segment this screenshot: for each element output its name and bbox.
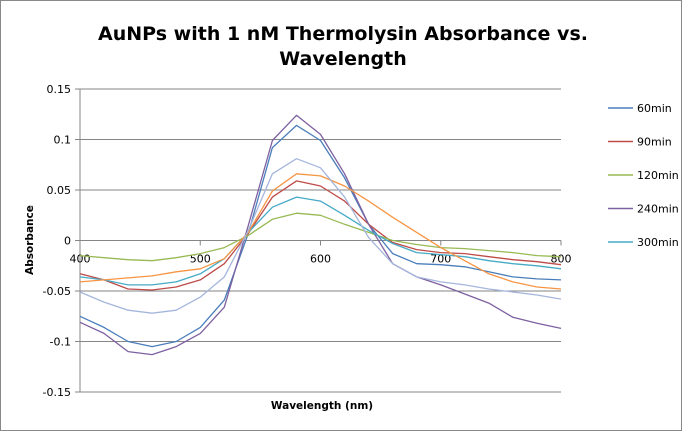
y-tick-label: 0.05 bbox=[47, 184, 72, 197]
y-tick-label: -0.15 bbox=[43, 386, 71, 399]
series-line-120min bbox=[79, 212, 562, 262]
y-tick-label: 0.1 bbox=[54, 134, 72, 147]
series-line-300min bbox=[79, 196, 562, 286]
y-axis-label: Absorbance bbox=[24, 205, 36, 275]
series-line-240min bbox=[79, 114, 562, 356]
y-tick-label: -0.05 bbox=[43, 285, 71, 298]
legend-label: 240min bbox=[637, 203, 679, 216]
chart-title-line-2: Wavelength bbox=[279, 48, 407, 70]
x-tick-label: 400 bbox=[70, 253, 91, 266]
y-tick-label: 0 bbox=[64, 235, 71, 248]
gridlines bbox=[75, 88, 562, 393]
legend-label: 60min bbox=[637, 102, 672, 115]
series-line-unlabeled-5 bbox=[79, 173, 562, 290]
y-tick-label: 0.15 bbox=[47, 83, 72, 96]
y-tick-labels: 0.15 0.1 0.05 0 -0.05 -0.1 -0.15 bbox=[43, 83, 71, 399]
legend-label: 90min bbox=[637, 136, 672, 149]
x-axis-label: Wavelength (nm) bbox=[271, 400, 373, 412]
x-tick-label: 500 bbox=[190, 253, 211, 266]
y-tick-label: -0.1 bbox=[50, 336, 71, 349]
x-tick-label: 800 bbox=[551, 253, 572, 266]
series-line-unlabeled-6 bbox=[79, 158, 562, 314]
legend-label: 120min bbox=[637, 169, 679, 182]
x-tick-label: 600 bbox=[310, 253, 331, 266]
series-lines bbox=[79, 114, 562, 356]
series-line-90min bbox=[79, 180, 562, 291]
legend: 60min 90min 120min 240min 300min bbox=[608, 102, 679, 249]
legend-label: 300min bbox=[637, 236, 679, 249]
x-tick-label: 700 bbox=[430, 253, 451, 266]
chart-title-line-1: AuNPs with 1 nM Thermolysin Absorbance v… bbox=[98, 23, 588, 45]
